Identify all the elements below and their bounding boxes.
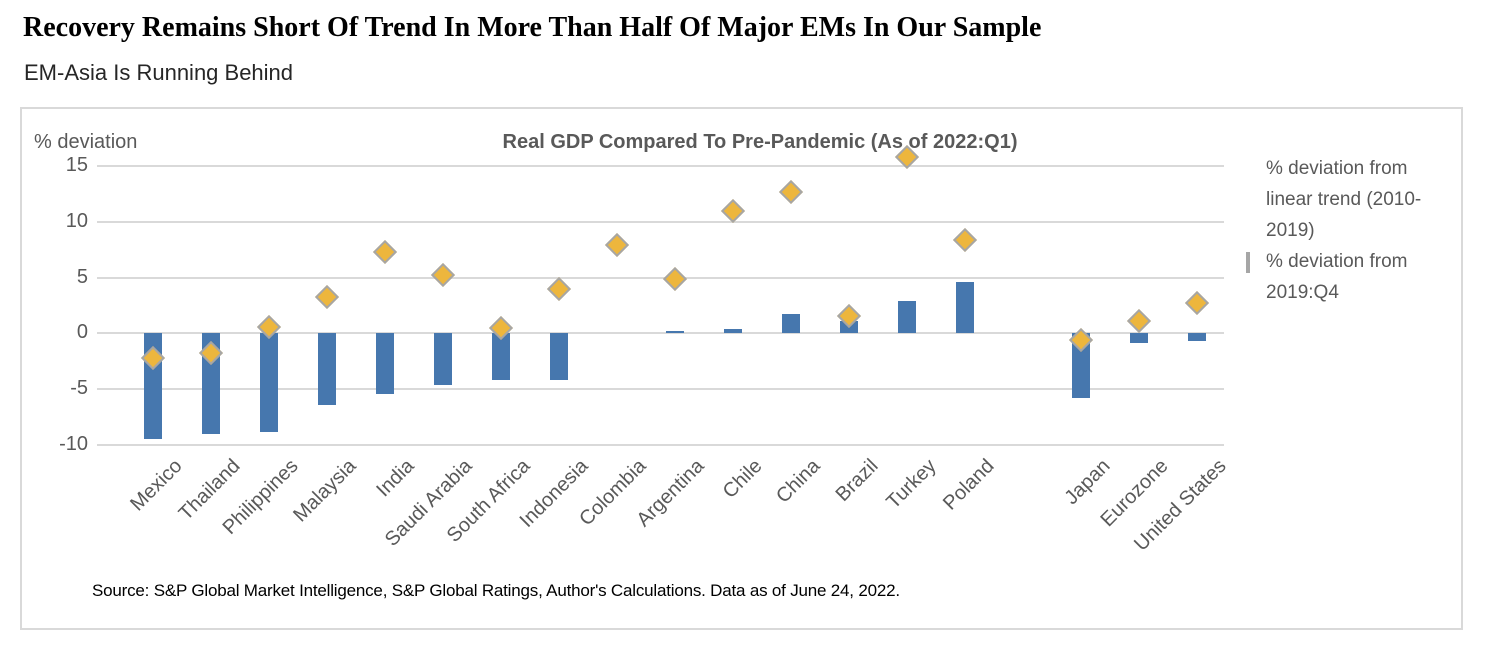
gridline-5 bbox=[97, 276, 1224, 279]
page-subtitle: EM-Asia Is Running Behind bbox=[24, 60, 294, 85]
gridline-10 bbox=[97, 220, 1224, 223]
y-tick-label: 15 bbox=[65, 154, 88, 176]
chart-title: Real GDP Compared To Pre-Pandemic (As of… bbox=[502, 131, 1018, 153]
legend: % deviation from linear trend (2010-2019… bbox=[1245, 153, 1459, 308]
gridline-15 bbox=[97, 165, 1224, 167]
gridline--5 bbox=[97, 388, 1224, 391]
diamond-marker-argentina bbox=[662, 266, 688, 291]
bar-malaysia bbox=[318, 333, 336, 405]
diamond-marker-chile bbox=[720, 198, 746, 223]
diamond-marker-india bbox=[372, 239, 398, 264]
bar-south-africa bbox=[492, 333, 510, 381]
bar-philippines bbox=[260, 333, 278, 432]
page-title: Recovery Remains Short Of Trend In More … bbox=[23, 12, 1042, 43]
source-note: Source: S&P Global Market Intelligence, … bbox=[92, 581, 900, 600]
bar-saudi-arabia bbox=[434, 333, 452, 385]
legend-item-trend: % deviation from linear trend (2010-2019… bbox=[1245, 153, 1459, 246]
legend-label-trend: % deviation from linear trend (2010-2019… bbox=[1266, 158, 1422, 241]
bar-japan bbox=[1072, 333, 1090, 399]
y-axis-title: % deviation bbox=[34, 131, 138, 153]
legend-label-2019q4: % deviation from 2019:Q4 bbox=[1266, 251, 1408, 303]
y-tick-label: -5 bbox=[70, 377, 88, 400]
bar-eurozone bbox=[1130, 333, 1148, 344]
diamond-marker-saudi-arabia bbox=[430, 263, 456, 288]
gridline-0 bbox=[97, 332, 1224, 335]
bar-argentina bbox=[666, 331, 684, 334]
y-tick-label: 10 bbox=[65, 209, 88, 232]
bar-chile bbox=[724, 328, 742, 334]
bar-indonesia bbox=[550, 333, 568, 381]
diamond-marker-malaysia bbox=[314, 284, 340, 309]
diamond-series-swatch-icon bbox=[1245, 252, 1261, 273]
legend-item-2019q4: % deviation from 2019:Q4 bbox=[1245, 246, 1459, 308]
diamond-marker-indonesia bbox=[546, 276, 572, 301]
y-tick-label: -10 bbox=[59, 433, 88, 455]
y-tick-label: 5 bbox=[76, 265, 88, 288]
bar-india bbox=[376, 333, 394, 394]
diamond-marker-poland bbox=[952, 227, 978, 252]
diamond-marker-eurozone bbox=[1126, 309, 1152, 334]
bar-poland bbox=[956, 282, 974, 334]
diamond-marker-colombia bbox=[604, 233, 630, 258]
diamond-marker-united-states bbox=[1184, 291, 1210, 316]
bar-turkey bbox=[898, 301, 916, 334]
y-tick-label: 0 bbox=[76, 321, 88, 344]
gridline--10 bbox=[97, 444, 1224, 446]
gdp-deviation-chart: % deviation Real GDP Compared To Pre-Pan… bbox=[20, 107, 1463, 630]
diamond-marker-china bbox=[778, 179, 804, 204]
bar-china bbox=[782, 314, 800, 334]
bar-united-states bbox=[1188, 333, 1206, 342]
